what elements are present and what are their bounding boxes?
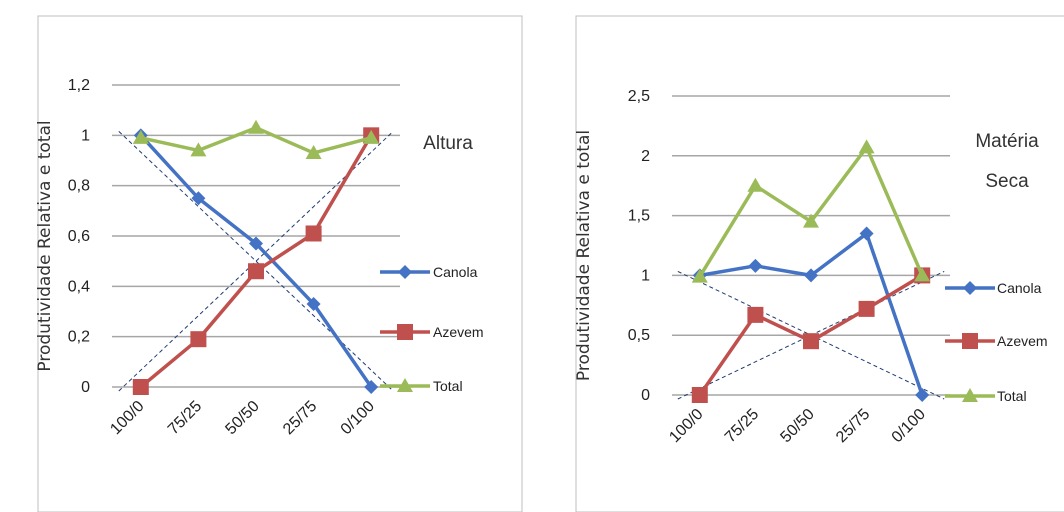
data-point-azevem [132,379,149,395]
legend-marker-canola [963,281,977,295]
data-point-canola [804,268,818,283]
y-axis-ticks: 0 0,5 1 1,5 2 2,5 [628,88,650,404]
y-tick-label: 0 [81,379,90,396]
y-tick-label: 0,5 [628,327,650,344]
x-tick-label: 25/75 [833,406,873,446]
y-tick-label: 2,5 [628,88,650,105]
y-axis-ticks: 0 0,2 0,4 0,6 0,8 1 1,2 [68,77,90,396]
data-point-total [691,268,708,283]
legend: Canola Azevem Total [380,264,484,394]
x-tick-label: 100/0 [666,406,706,446]
y-tick-label: 0 [641,387,650,404]
data-point-azevem [248,263,264,280]
legend-label-total: Total [997,388,1027,404]
y-axis-title: Produtividade Relativa e total [574,130,594,381]
y-tick-label: 0,6 [68,228,90,245]
legend-marker-canola [398,265,412,279]
data-point-total [803,213,819,228]
x-tick-label: 0/100 [338,398,378,438]
data-point-total [132,129,149,144]
data-point-canola [748,258,763,273]
data-point-total [747,177,764,192]
data-point-azevem [190,331,207,348]
data-point-total [248,119,264,134]
y-tick-label: 1 [641,267,650,284]
data-point-total [363,129,380,144]
legend-label-canola: Canola [433,264,478,280]
chart-annotation: Matéria [975,131,1039,152]
y-axis-title: Produtividade Relativa e total [35,120,55,371]
data-point-canola [915,388,930,402]
data-point-azevem [691,387,708,403]
series-total [132,119,380,159]
series-line-canola [699,231,924,396]
legend-marker-azevem [397,324,413,340]
data-point-canola [191,191,206,206]
legend-label-azevem: Azevem [433,324,484,340]
series-canola [692,226,930,402]
data-point-azevem [803,333,819,350]
x-tick-label: 50/50 [222,398,262,438]
x-tick-label: 0/100 [889,406,929,446]
legend-marker-azevem [962,333,978,349]
data-point-azevem [747,306,764,323]
legend-label-canola: Canola [997,280,1042,296]
chart-annotation: Altura [423,133,473,154]
y-tick-label: 1,5 [628,208,650,225]
legend-marker-total [962,388,978,402]
x-tick-label: 100/0 [107,398,147,438]
data-point-canola [364,380,379,394]
data-point-azevem [305,225,322,242]
data-point-total [858,139,875,154]
data-point-canola [859,226,874,241]
legend-label-azevem: Azevem [997,333,1048,349]
x-axis-ticks: 100/0 75/25 50/50 25/75 0/100 [107,398,378,438]
data-point-azevem [858,300,875,317]
y-tick-label: 0,4 [68,278,90,295]
x-axis-ticks: 100/0 75/25 50/50 25/75 0/100 [666,406,929,446]
y-tick-label: 2 [641,148,650,165]
x-tick-label: 50/50 [777,406,817,446]
y-tick-label: 0,2 [68,329,90,346]
data-point-canola [249,236,263,251]
data-point-canola [306,296,321,311]
legend-label-total: Total [433,378,463,394]
gridlines [112,84,400,388]
series-azevem [132,127,380,395]
data-point-total [190,142,207,157]
legend: Canola Azevem Total [945,280,1048,404]
x-tick-label: 75/25 [722,406,762,446]
chart-panel-2: 0 0,5 1 1,5 2 2,5 100/0 75/25 50/50 25/75 0/100 Pro… [574,15,1064,512]
x-tick-label: 75/25 [165,398,205,438]
series-line-total [698,145,924,278]
chart-panel-1: 0 0,2 0,4 0,6 0,8 1 1,2 100/0 75/25 50/50 25/75 0/1… [35,15,523,512]
chart-border [37,15,523,512]
y-tick-label: 1,2 [68,77,90,94]
legend-marker-total [397,378,413,392]
series-line-canola [139,134,373,388]
chart-border [575,15,1064,512]
series-canola [133,128,379,394]
y-tick-label: 0,8 [68,178,90,195]
y-tick-label: 1 [81,127,90,144]
data-point-total [914,267,931,282]
data-point-total [305,144,322,159]
series-total [691,139,931,283]
x-tick-label: 25/75 [280,398,320,438]
chart-annotation: Seca [985,171,1029,192]
